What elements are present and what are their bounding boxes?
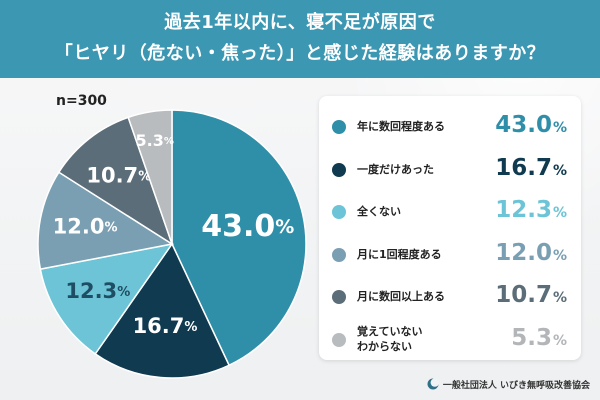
organization-name: 一般社団法人 いびき無呼吸改善協会 <box>442 381 590 391</box>
legend-item-3: 全くない 12.3% <box>319 191 581 233</box>
pie-slice-1 <box>171 109 307 367</box>
legend-label: 覚えていない わからない <box>357 324 423 353</box>
legend-item-2: 一度だけあった 16.7% <box>319 149 581 191</box>
legend-swatch <box>332 332 346 347</box>
footer-credit: 一般社団法人 いびき無呼吸改善協会 <box>427 378 590 391</box>
legend-label: 全くない <box>357 205 401 218</box>
legend-swatch <box>332 247 346 262</box>
sample-size-label: n=300 <box>56 93 107 109</box>
legend-label: 月に数回以上ある <box>357 290 445 303</box>
legend-swatch <box>332 162 346 177</box>
legend-label: 年に数回程度ある <box>357 120 445 133</box>
pie-slice-5 <box>57 116 174 246</box>
chart-title-line-1: 過去1年以内に、寝不足が原因で <box>164 12 436 33</box>
legend-label: 月に1回程度ある <box>357 247 442 261</box>
pie-slice-3 <box>39 242 174 355</box>
moon-icon <box>427 378 439 390</box>
chart-title-line-2: 「ヒヤリ（危ない・焦った）」と感じた経験はありますか？ <box>54 43 546 64</box>
pie-slice-label-3: 12.3% <box>65 279 130 303</box>
title-band: 過去1年以内に、寝不足が原因で 「ヒヤリ（危ない・焦った）」と感じた経験はありま… <box>0 0 600 78</box>
legend-swatch <box>332 290 346 304</box>
legend-value: 10.7% <box>495 282 567 308</box>
pie-slice-label-2: 16.7% <box>133 314 198 338</box>
legend-label: 一度だけあった <box>357 162 434 176</box>
legend-item-4: 月に1回程度ある 12.0% <box>319 234 581 276</box>
pie-slice-label-1: 43.0% <box>201 209 294 244</box>
pie-slice-6 <box>127 109 173 245</box>
legend-item-6: 覚えていない わからない 5.3% <box>319 319 581 361</box>
legend-value: 16.7% <box>495 154 567 181</box>
legend-value: 12.0% <box>495 239 567 266</box>
legend-swatch <box>332 205 346 219</box>
pie-slice-label-6: 5.3% <box>136 130 174 149</box>
legend-swatch <box>332 120 346 134</box>
legend: 年に数回程度ある 43.0% 一度だけあった 16.7% 全くない 12.3% 月に1回程度… <box>319 96 581 360</box>
pie-slice-label-4: 12.0% <box>53 214 118 238</box>
legend-value: 5.3% <box>511 324 567 351</box>
legend-item-5: 月に数回以上ある 10.7% <box>319 276 581 318</box>
legend-item-1: 年に数回程度ある 43.0% <box>319 106 581 148</box>
pie-slice-4 <box>37 171 175 270</box>
pie-slice-2 <box>94 242 231 379</box>
legend-value: 43.0% <box>495 112 567 138</box>
legend-value: 12.3% <box>495 197 567 223</box>
